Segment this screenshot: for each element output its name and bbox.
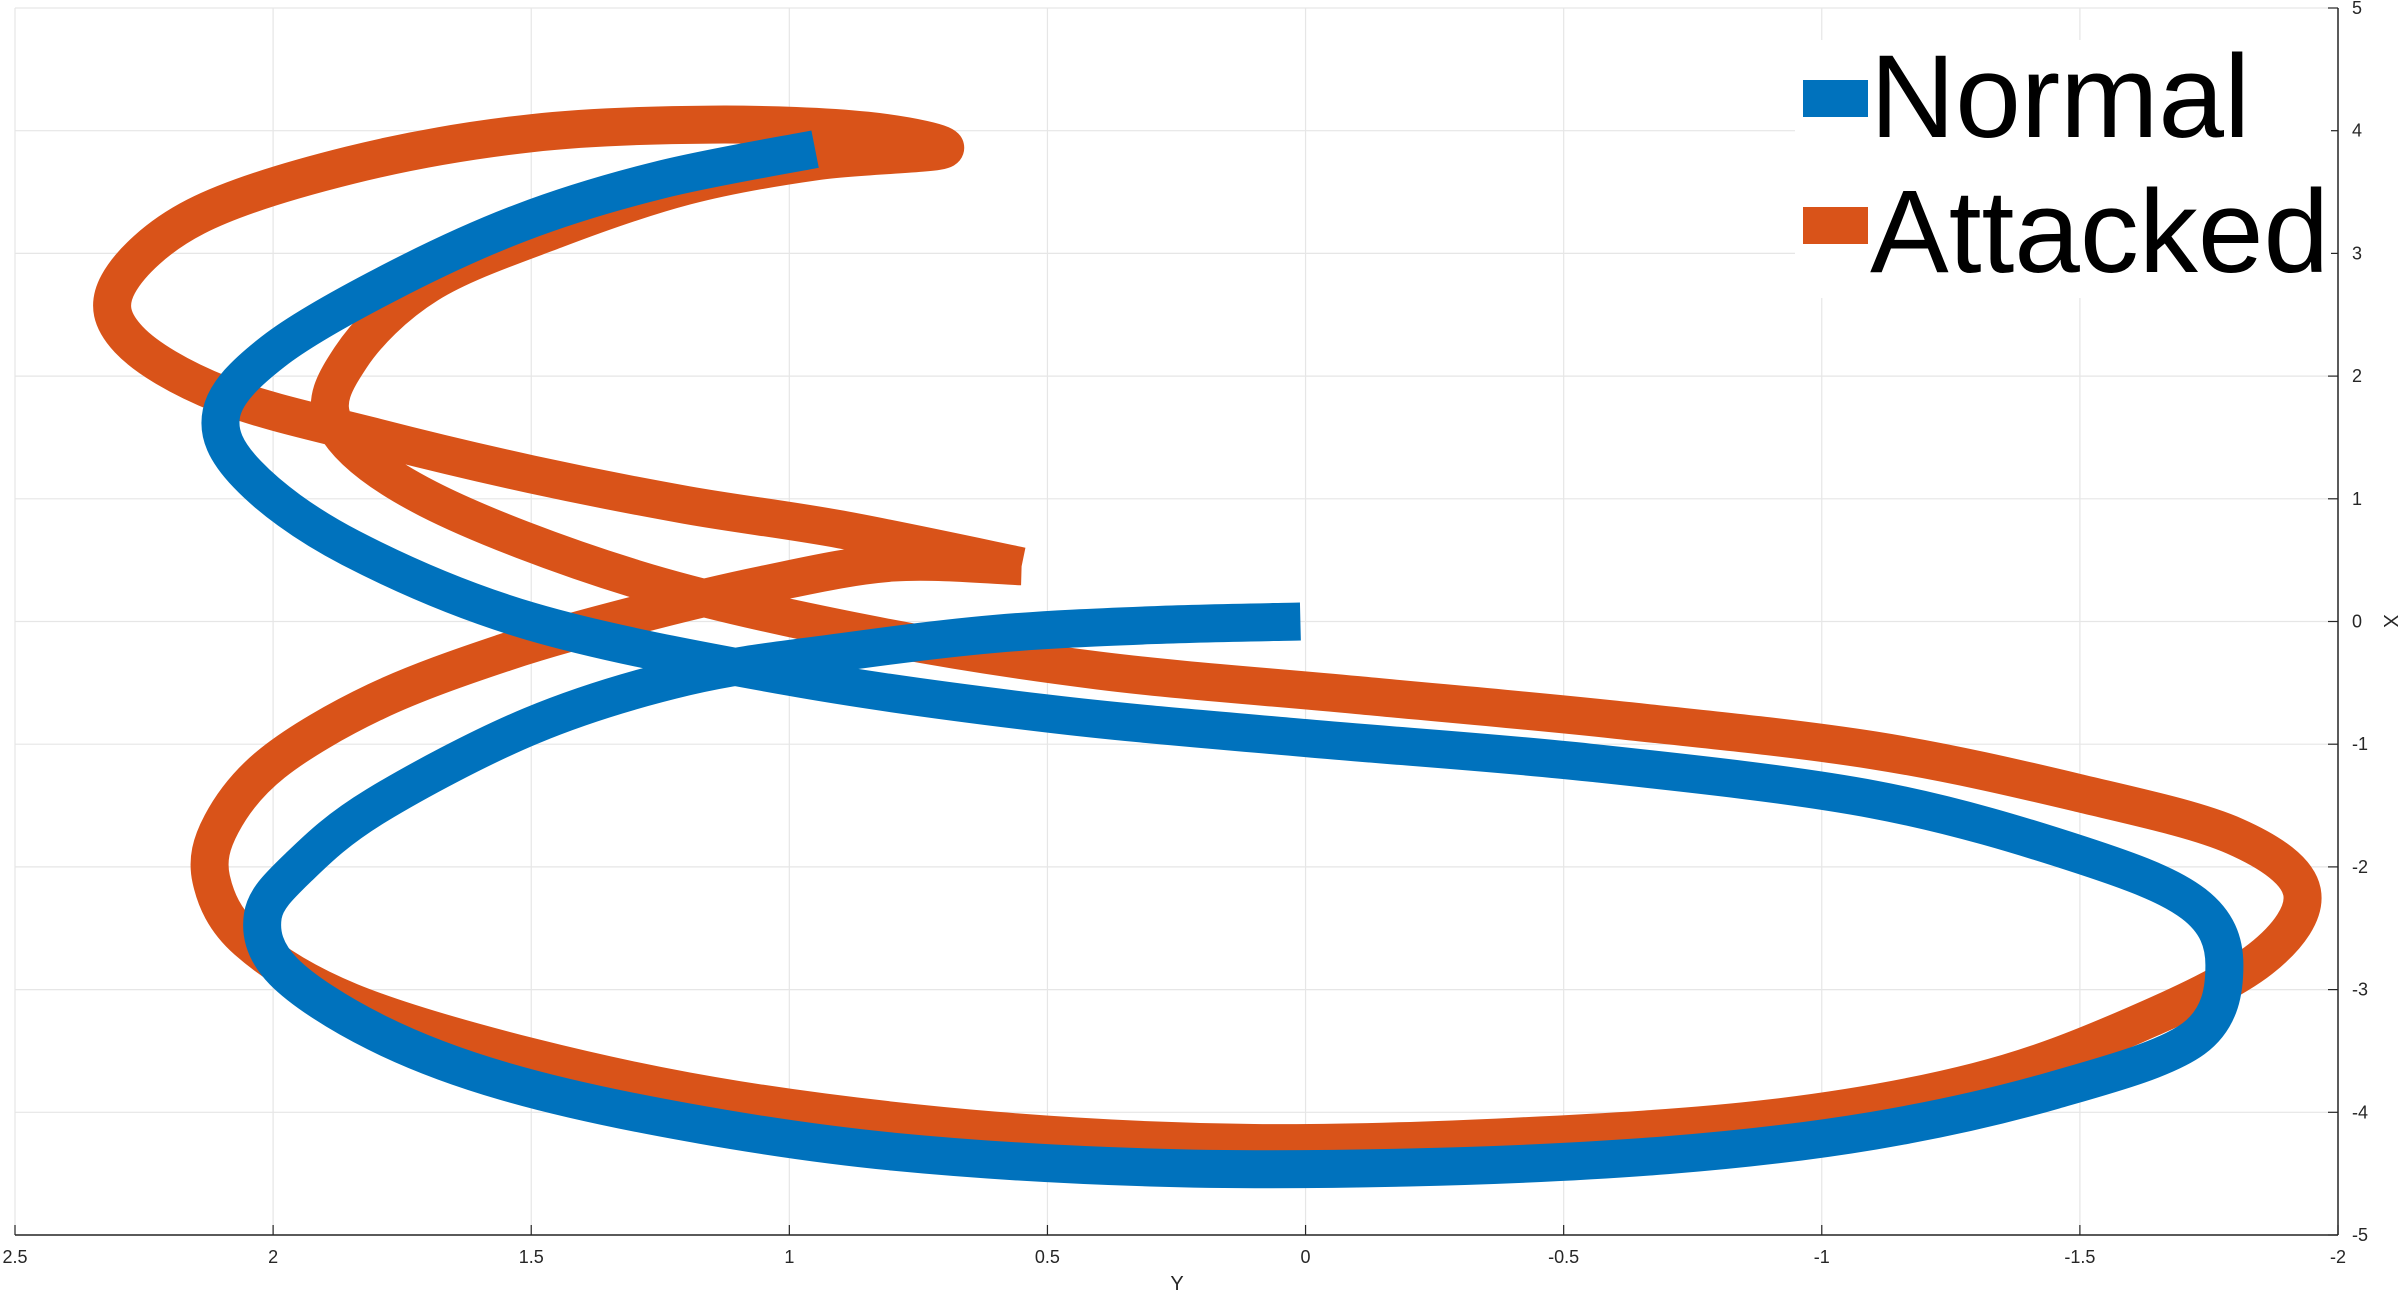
y-tick-label: -2 bbox=[2352, 857, 2368, 877]
legend-swatch-normal bbox=[1803, 80, 1868, 117]
legend-label-normal: Normal bbox=[1870, 31, 2250, 163]
y-tick-label: 0 bbox=[2352, 612, 2362, 632]
x-tick-label: 2 bbox=[268, 1247, 278, 1267]
y-tick-label: -3 bbox=[2352, 980, 2368, 1000]
x-tick-label: 0 bbox=[1301, 1247, 1311, 1267]
x-tick-label: 1 bbox=[784, 1247, 794, 1267]
y-tick-label: -4 bbox=[2352, 1102, 2368, 1122]
x-axis-title: Y bbox=[1170, 1273, 1183, 1294]
y-tick-label: 4 bbox=[2352, 121, 2362, 141]
y-ticks: 5 4 3 2 1 0 -1 -2 -3 -4 -5 bbox=[2328, 0, 2368, 1245]
y-tick-label: 1 bbox=[2352, 489, 2362, 509]
y-tick-label: 5 bbox=[2352, 0, 2362, 18]
y-tick-label: 2 bbox=[2352, 366, 2362, 386]
y-axis-title: X bbox=[2379, 614, 2399, 627]
x-ticks: 2.5 2 1.5 1 0.5 0 -0.5 -1 -1.5 -2 bbox=[2, 1225, 2346, 1267]
series-line-normal bbox=[201, 130, 2244, 1189]
x-tick-label: -2 bbox=[2330, 1247, 2346, 1267]
y-tick-label: -1 bbox=[2352, 734, 2368, 754]
y-tick-label: 3 bbox=[2352, 243, 2362, 263]
legend-box bbox=[1795, 40, 2331, 298]
x-tick-label: -1.5 bbox=[2064, 1247, 2095, 1267]
series-layer bbox=[93, 105, 2322, 1189]
x-tick-label: 0.5 bbox=[1035, 1247, 1060, 1267]
y-tick-label: -5 bbox=[2352, 1225, 2368, 1245]
x-tick-label: -1 bbox=[1814, 1247, 1830, 1267]
x-tick-label: 1.5 bbox=[519, 1247, 544, 1267]
legend-label-attacked: Attacked bbox=[1870, 166, 2329, 298]
x-tick-label: -0.5 bbox=[1548, 1247, 1579, 1267]
x-tick-label: 2.5 bbox=[2, 1247, 27, 1267]
legend-swatch-attacked bbox=[1803, 207, 1868, 244]
legend: Normal Attacked bbox=[1795, 31, 2331, 298]
